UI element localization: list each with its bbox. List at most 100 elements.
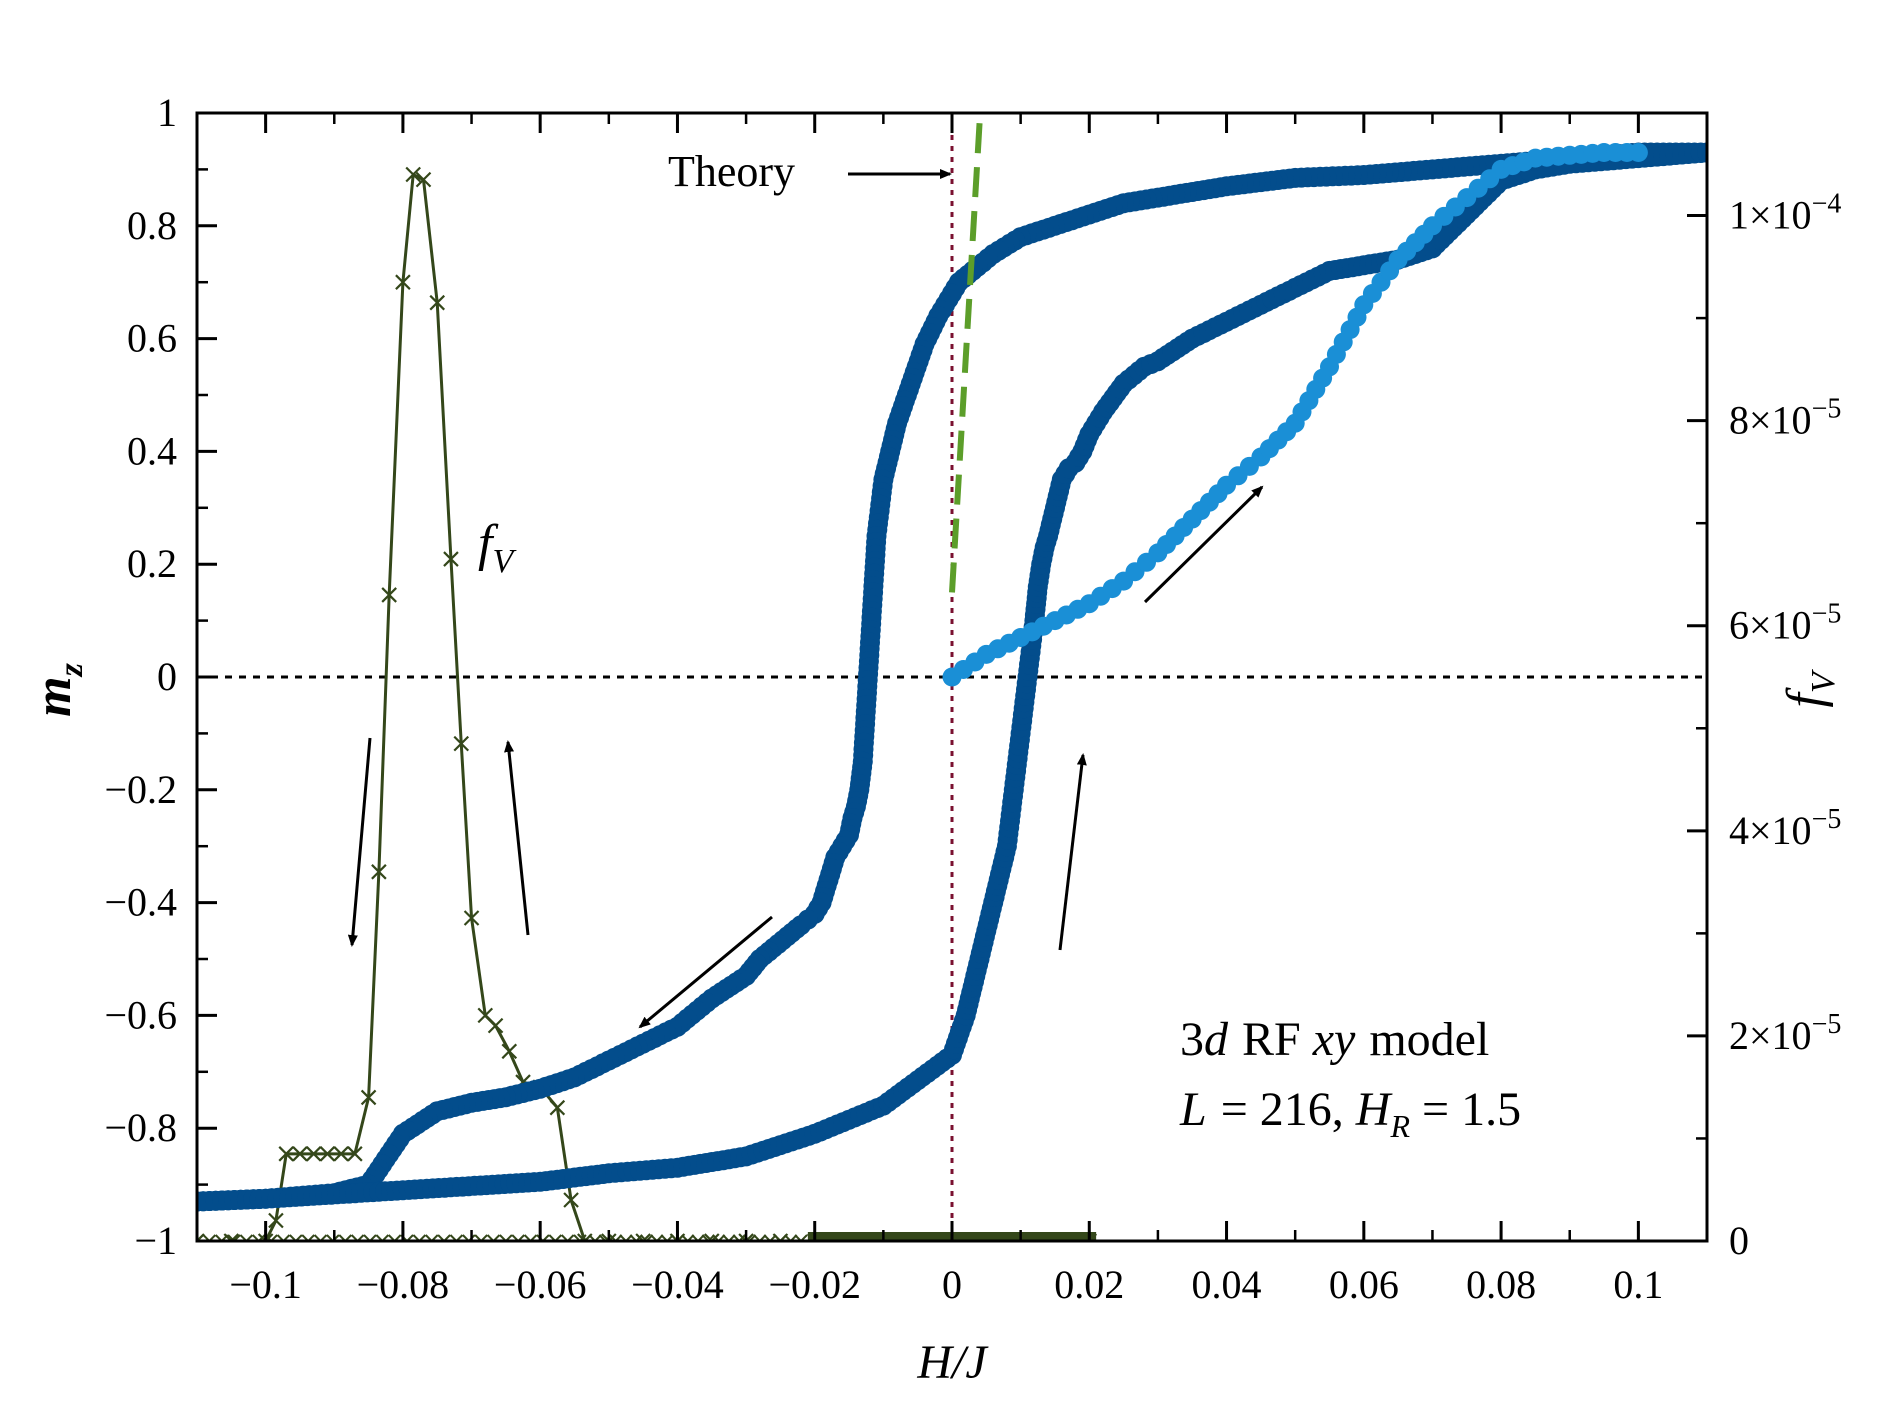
theory-line: [949, 113, 984, 593]
virgin: [942, 143, 1648, 687]
fv-point: [499, 1234, 513, 1241]
fv-point: [257, 1233, 274, 1241]
fv-point: [381, 587, 397, 603]
fv-point: [462, 1234, 476, 1241]
fv-point: [732, 1234, 746, 1241]
fv-point: [338, 1234, 352, 1241]
y-tick-label: −0.2: [104, 767, 177, 812]
fv-point: [371, 864, 387, 880]
fv-point: [215, 1234, 229, 1241]
fv-point: [301, 1234, 315, 1241]
fv-point: [703, 1233, 720, 1241]
fv-point: [360, 1089, 377, 1106]
fv-point: [763, 1234, 777, 1241]
fv-line: [197, 172, 1090, 1241]
fv-point: [350, 1234, 365, 1241]
fv-point: [276, 1234, 291, 1241]
fv-point: [670, 1234, 685, 1241]
model-label-line1: 3d RF xy model: [1180, 1013, 1489, 1066]
fv-point: [319, 1146, 336, 1162]
x-tick-label: −0.1: [229, 1262, 302, 1307]
y-axis-title: mz: [25, 662, 90, 716]
fv-point: [701, 1234, 716, 1241]
y-tick-label: 1: [157, 90, 177, 135]
arrow-virgin: [1143, 485, 1264, 604]
fv-point: [463, 910, 480, 926]
arrow-descending-left: [347, 737, 372, 947]
fv-point: [326, 1234, 340, 1241]
y2-axis-title: fV: [1777, 668, 1842, 707]
x-tick-label: −0.04: [631, 1262, 724, 1307]
fv-point: [691, 1234, 705, 1241]
y2-tick-label: 1×10−4: [1729, 189, 1841, 238]
x-tick-label: 0.1: [1613, 1262, 1663, 1307]
fv-point: [619, 1234, 633, 1241]
ascending-point: [1697, 142, 1707, 163]
arrow-ascending-right: [1058, 753, 1087, 951]
fv-point: [601, 1233, 617, 1241]
fv-point: [773, 1234, 788, 1241]
fv-point: [560, 1234, 575, 1241]
theory-label: Theory: [668, 147, 795, 196]
fv-point: [387, 1234, 402, 1241]
y2-tick-label: 6×10−5: [1729, 599, 1841, 648]
fv-point: [639, 1234, 654, 1241]
y2-tick-label: 8×10−5: [1729, 394, 1841, 443]
fv-point: [650, 1234, 664, 1241]
fv-point: [711, 1234, 726, 1241]
fv-point: [523, 1234, 538, 1241]
fv-point: [660, 1234, 674, 1241]
y-tick-label: −0.6: [104, 992, 177, 1037]
fv-point: [305, 1146, 322, 1162]
model-label-line2: L = 216, HR = 1.5: [1179, 1083, 1521, 1144]
y2-tick-label: 4×10−5: [1729, 804, 1841, 853]
x-tick-label: 0.04: [1192, 1262, 1262, 1307]
fv-point: [573, 1234, 587, 1241]
fv-point: [239, 1234, 254, 1241]
fv-point: [608, 1234, 623, 1241]
y-tick-label: −0.8: [104, 1105, 177, 1150]
arrow-descending-middle: [638, 915, 773, 1029]
arrow-ascending-left: [504, 740, 530, 936]
fv-point: [738, 1233, 754, 1241]
y-tick-label: 0.4: [127, 428, 177, 473]
fv-point: [415, 171, 432, 188]
fv-point: [629, 1234, 643, 1241]
x-tick-label: −0.02: [768, 1262, 861, 1307]
fv-point: [313, 1234, 328, 1241]
y2-tick-label: 2×10−5: [1729, 1009, 1841, 1058]
fv-point: [588, 1234, 602, 1241]
series-fv: [197, 166, 1098, 1241]
fv-point: [363, 1234, 377, 1241]
fv-point: [578, 1234, 592, 1241]
fv-point: [548, 1234, 562, 1241]
fv-point: [333, 1146, 349, 1162]
x-tick-label: 0.02: [1054, 1262, 1124, 1307]
fv-point: [501, 1043, 518, 1060]
fv-point: [453, 735, 470, 752]
fv-point: [197, 1234, 204, 1241]
x-axis-title: H/J: [916, 1336, 989, 1389]
fv-point: [289, 1234, 303, 1241]
y-tick-label: −1: [134, 1218, 177, 1263]
fv-point: [794, 1234, 808, 1241]
x-tick-label: −0.06: [494, 1262, 587, 1307]
fv-point: [202, 1234, 217, 1241]
fv-point: [395, 274, 411, 290]
direction-arrows: [347, 169, 1264, 1029]
y-tick-label: 0.2: [127, 541, 177, 586]
fv-point: [375, 1234, 390, 1241]
fv-point: [563, 1192, 579, 1208]
y-tick-label: 0: [157, 654, 177, 699]
virgin-point: [1628, 143, 1648, 162]
fv-point: [443, 551, 459, 567]
fv-point: [412, 1234, 427, 1241]
fv-point: [486, 1234, 501, 1241]
fv-point: [292, 1146, 308, 1162]
fv-point: [429, 294, 446, 311]
fv-point: [437, 1234, 451, 1241]
fv-point: [474, 1234, 488, 1241]
x-tick-label: −0.08: [357, 1262, 450, 1307]
fv-point: [753, 1234, 767, 1241]
